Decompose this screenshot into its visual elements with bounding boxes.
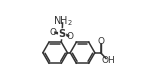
- Text: OH: OH: [101, 56, 115, 65]
- Text: NH$_2$: NH$_2$: [53, 14, 73, 28]
- Text: O: O: [97, 37, 104, 46]
- Text: S: S: [59, 29, 66, 39]
- Text: O: O: [49, 28, 57, 37]
- Text: O: O: [67, 32, 74, 41]
